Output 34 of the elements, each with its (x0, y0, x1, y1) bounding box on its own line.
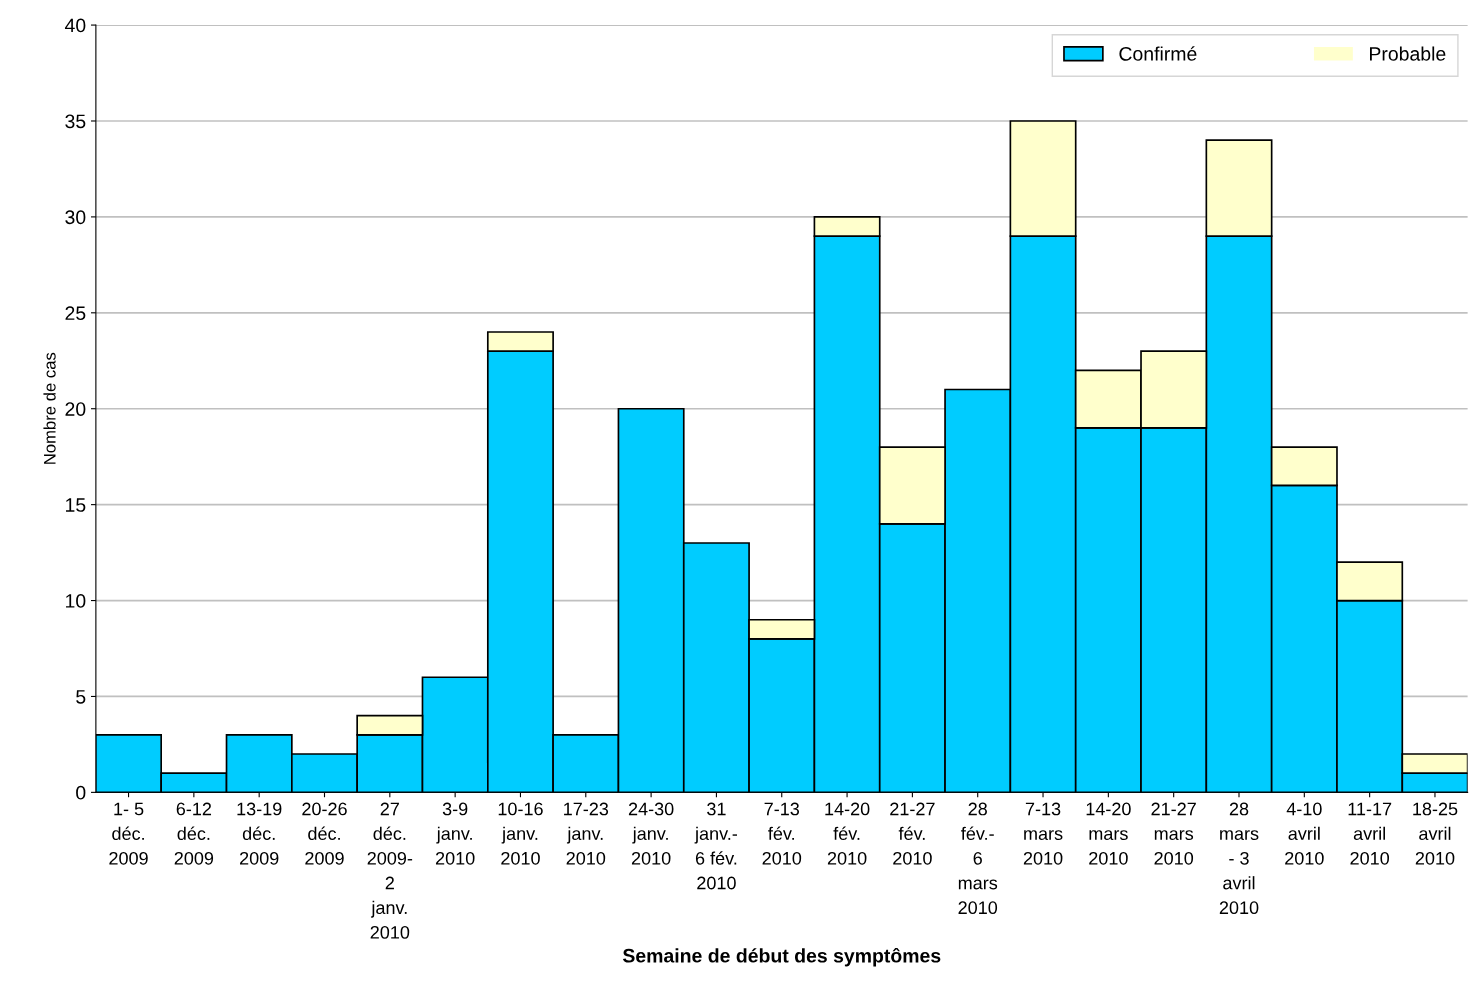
x-tick-label: 7-13 fév. 2010 (762, 802, 802, 865)
y-tick-label: 0 (76, 785, 86, 800)
y-tick-label: 30 (65, 210, 86, 225)
x-tick-label: 20-26 déc. 2009 (302, 802, 347, 865)
x-tick-label: 17-23 janv. 2010 (564, 802, 609, 865)
x-tick-label: 27 déc. 2009- 2 janv. 2010 (367, 802, 413, 939)
y-tick-label: 35 (65, 114, 86, 129)
x-tick-label: 24-30 janv. 2010 (628, 802, 674, 865)
y-tick-label: 5 (76, 690, 86, 704)
y-axis-title: Nombre de cas (43, 352, 56, 464)
y-tick-label: 25 (65, 306, 86, 321)
x-tick-label: 1- 5 déc. 2009 (109, 802, 148, 865)
x-tick-label: 14-20 fév. 2010 (825, 802, 870, 865)
x-tick-label: 3-9 janv. 2010 (435, 802, 475, 865)
legend-label: Confirmé (1119, 46, 1197, 61)
y-tick-label: 20 (65, 402, 86, 416)
x-tick-label: 4-10 avril 2010 (1285, 802, 1324, 865)
x-tick-label: 7-13 mars 2010 (1023, 802, 1063, 865)
x-axis-title: Semaine de début des symptômes (622, 947, 941, 967)
x-tick-label: 28 fév.- 6 mars 2010 (958, 802, 998, 915)
x-tick-label: 10-16 janv. 2010 (498, 802, 543, 865)
x-tick-label: 18-25 avril 2010 (1413, 802, 1458, 865)
x-tick-label: 28 mars - 3 avril 2010 (1219, 802, 1259, 915)
x-tick-label: 14-20 mars 2010 (1086, 802, 1131, 865)
y-tick-label: 40 (64, 18, 86, 33)
x-tick-label: 13-19 déc. 2009 (237, 802, 282, 865)
x-tick-label: 21-27 mars 2010 (1151, 802, 1196, 865)
x-tick-label: 11-17 avril 2010 (1348, 802, 1392, 865)
x-tick-label: 21-27 fév. 2010 (890, 802, 935, 865)
y-tick-label: 15 (66, 498, 86, 512)
x-tick-label: 31 janv.- 6 fév. 2010 (694, 802, 738, 890)
x-tick-label: 6-12 déc. 2009 (174, 802, 214, 865)
legend-label: Probable (1370, 46, 1446, 61)
y-tick-label: 10 (66, 594, 86, 608)
